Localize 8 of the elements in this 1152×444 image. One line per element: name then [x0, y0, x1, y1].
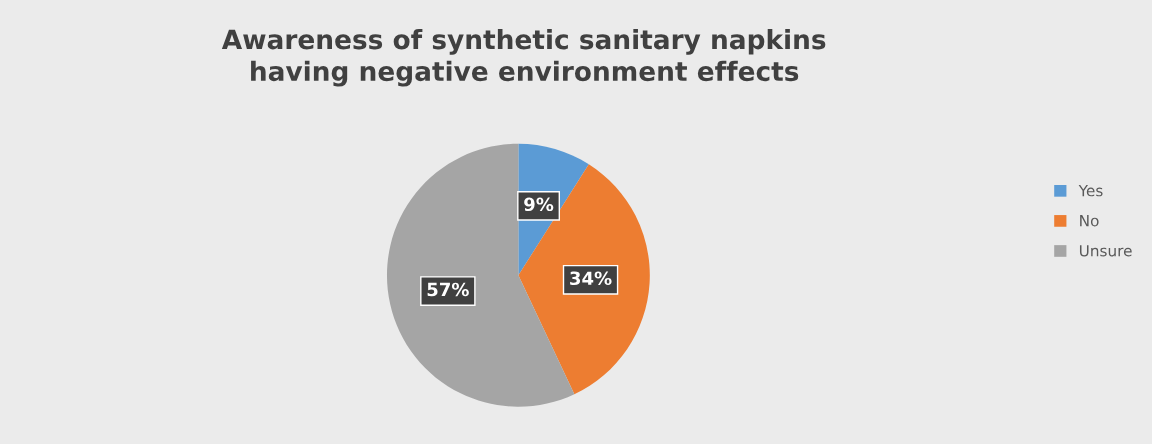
- data-label: 34%: [570, 271, 612, 286]
- pie-slice: [518, 164, 650, 395]
- chart-title: Awareness of synthetic sanitary napkins having negative environment effects: [221, 28, 826, 87]
- data-label: 9%: [524, 197, 554, 212]
- legend-label: Unsure: [1079, 245, 1132, 257]
- legend-label: Yes: [1078, 185, 1103, 197]
- legend-label: No: [1080, 215, 1099, 227]
- data-label: 57%: [427, 282, 469, 297]
